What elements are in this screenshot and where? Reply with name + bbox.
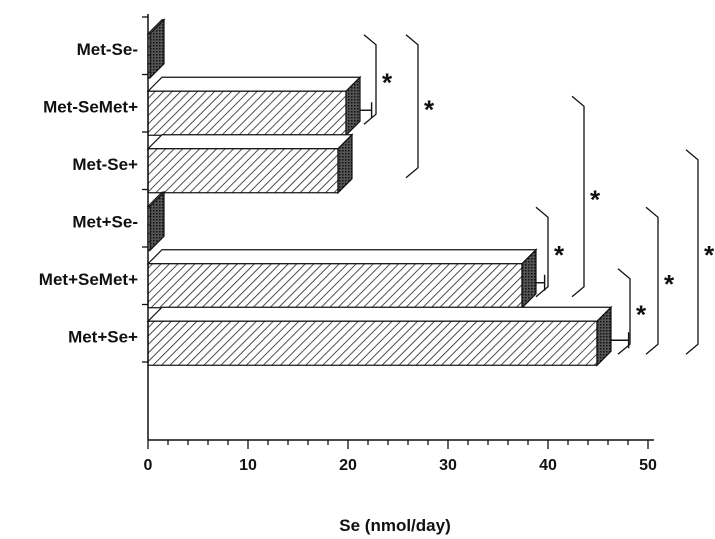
bar [147,320,598,366]
bar [147,148,339,194]
category-label: Met+Se+ [68,327,138,346]
significance-bracket [617,268,631,355]
significance-star: * [554,240,565,270]
bar-side-face [337,133,353,195]
x-tick-label: 30 [439,457,457,474]
significance-star: * [424,94,435,124]
significance-star: * [590,185,601,215]
bar-top-face [146,76,362,92]
bar-side-face [149,18,165,80]
x-tick-label: 40 [539,457,557,474]
significance-star: * [636,300,647,330]
significance-bracket [405,34,419,179]
x-axis-title: Se (nmol/day) [339,516,450,535]
category-label: Met-SeMet+ [43,97,138,116]
significance-bracket [535,206,549,298]
bar-top-face [146,306,613,322]
category-label: Met-Se- [77,40,138,59]
bar-side-face [149,190,165,252]
bar-top-face [146,249,538,265]
category-label: Met-Se+ [72,155,138,174]
category-label: Met+Se- [72,212,138,231]
significance-bracket [571,95,585,298]
category-label: Met+SeMet+ [39,270,138,289]
x-tick-label: 20 [339,457,357,474]
bar-top-face [146,134,354,150]
bar-side-face [345,75,361,137]
bar-side-face [521,248,537,310]
significance-bracket [685,149,699,355]
significance-bracket [363,34,377,125]
significance-bracket [645,206,659,355]
bar [147,263,523,309]
x-tick-label: 50 [639,457,657,474]
bar [147,90,347,136]
significance-star: * [664,269,675,299]
x-tick-label: 10 [239,457,257,474]
significance-star: * [704,240,715,270]
bar-side-face [596,305,612,367]
significance-star: * [382,68,393,98]
x-tick-label: 0 [144,457,153,474]
